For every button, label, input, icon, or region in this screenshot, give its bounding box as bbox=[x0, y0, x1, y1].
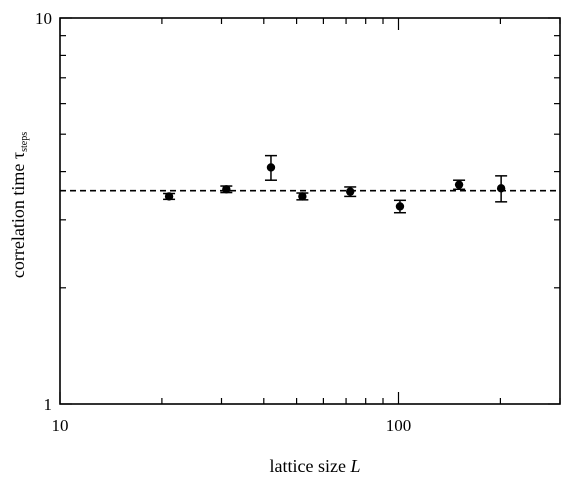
point-marker bbox=[164, 192, 174, 201]
data-point bbox=[344, 186, 357, 198]
data-points bbox=[163, 154, 508, 214]
point-marker bbox=[346, 187, 355, 196]
point-marker bbox=[266, 163, 276, 172]
x-tick-label: 100 bbox=[386, 416, 412, 435]
point-marker bbox=[222, 185, 231, 194]
point-marker bbox=[395, 202, 405, 211]
axis-ticks bbox=[59, 17, 561, 405]
point-marker bbox=[496, 184, 506, 193]
x-tick-label: 10 bbox=[52, 416, 69, 435]
y-axis-label: correlation time τsteps bbox=[8, 132, 30, 278]
plot-frame bbox=[59, 17, 561, 405]
data-point bbox=[393, 199, 406, 214]
data-point bbox=[163, 192, 176, 201]
x-axis-label: lattice size L bbox=[270, 456, 361, 476]
tick-labels: 10 100 1 10 bbox=[35, 9, 411, 435]
point-marker bbox=[454, 180, 464, 189]
point-marker bbox=[298, 192, 307, 201]
data-point bbox=[453, 179, 466, 191]
data-point bbox=[220, 185, 233, 194]
data-point bbox=[296, 192, 309, 201]
data-point bbox=[264, 154, 277, 181]
data-point bbox=[495, 175, 508, 203]
y-tick-label: 10 bbox=[35, 9, 52, 28]
y-tick-label: 1 bbox=[44, 395, 53, 414]
